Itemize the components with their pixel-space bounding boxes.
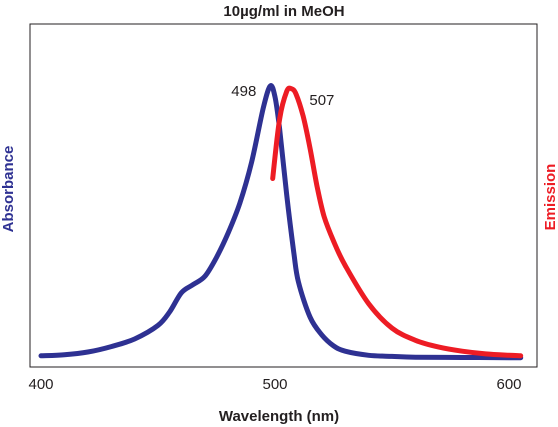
- absorbance-series-line: [38, 83, 524, 361]
- x-tick-label: 400: [28, 376, 53, 393]
- x-axis-label: Wavelength (nm): [219, 408, 339, 425]
- peak-label-507: 507: [309, 92, 334, 109]
- x-tick-label: 600: [496, 376, 521, 393]
- x-tick-labels: 400 500 600: [28, 376, 521, 393]
- y-axis-label-right: Emission: [542, 164, 558, 231]
- x-tick-label: 500: [262, 376, 287, 393]
- chart-title: 10µg/ml in MeOH: [223, 3, 344, 20]
- peak-label-498: 498: [231, 83, 256, 100]
- peak-annotations: 498 507: [231, 83, 334, 109]
- plot-area-frame: [29, 23, 538, 368]
- y-axis-label-left: Absorbance: [0, 146, 17, 233]
- emission-series-line: [270, 85, 524, 359]
- series-layer: [38, 83, 524, 361]
